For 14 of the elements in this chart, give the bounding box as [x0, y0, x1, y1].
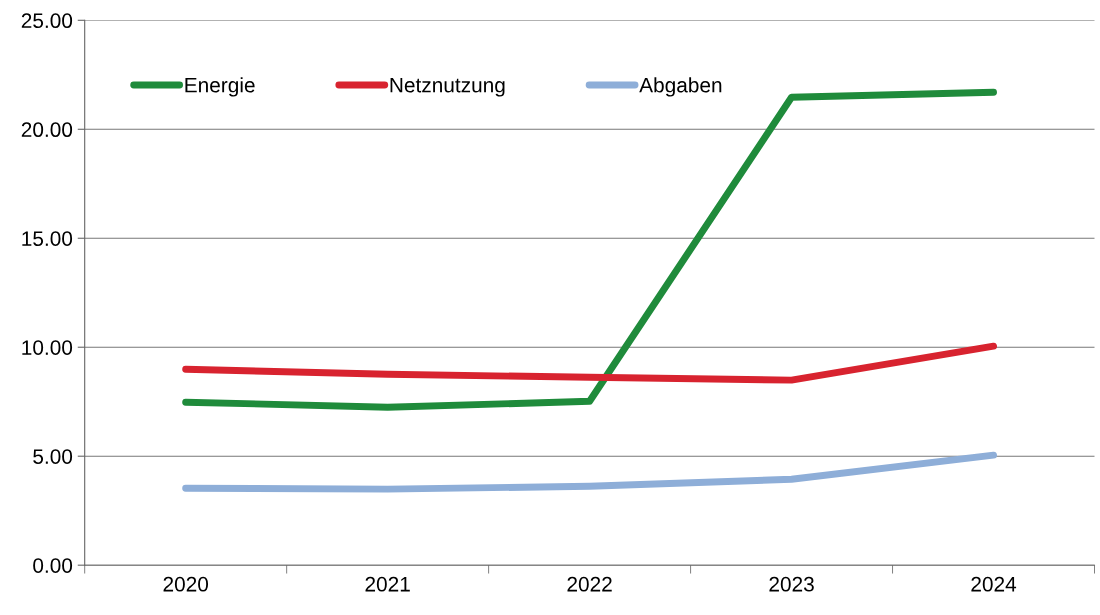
x-tick-label: 2023 [769, 576, 814, 592]
y-tick-label: 0.00 [33, 558, 73, 573]
y-tick-label: 20.00 [21, 122, 73, 138]
y-tick-label: 25.00 [21, 13, 73, 29]
y-tick-label: 15.00 [22, 231, 73, 246]
legend-label: Abgaben [639, 77, 722, 97]
x-tick-label: 2024 [971, 576, 1017, 592]
y-tick-label: 5.00 [33, 449, 73, 464]
legend-label: Energie [185, 77, 255, 97]
x-tick-label: 2022 [567, 576, 612, 592]
x-tick-label: 2021 [365, 576, 410, 592]
legend-label: Netznutzung [390, 77, 505, 97]
x-tick-label: 2020 [163, 576, 209, 592]
y-tick-label: 10.00 [22, 340, 73, 355]
